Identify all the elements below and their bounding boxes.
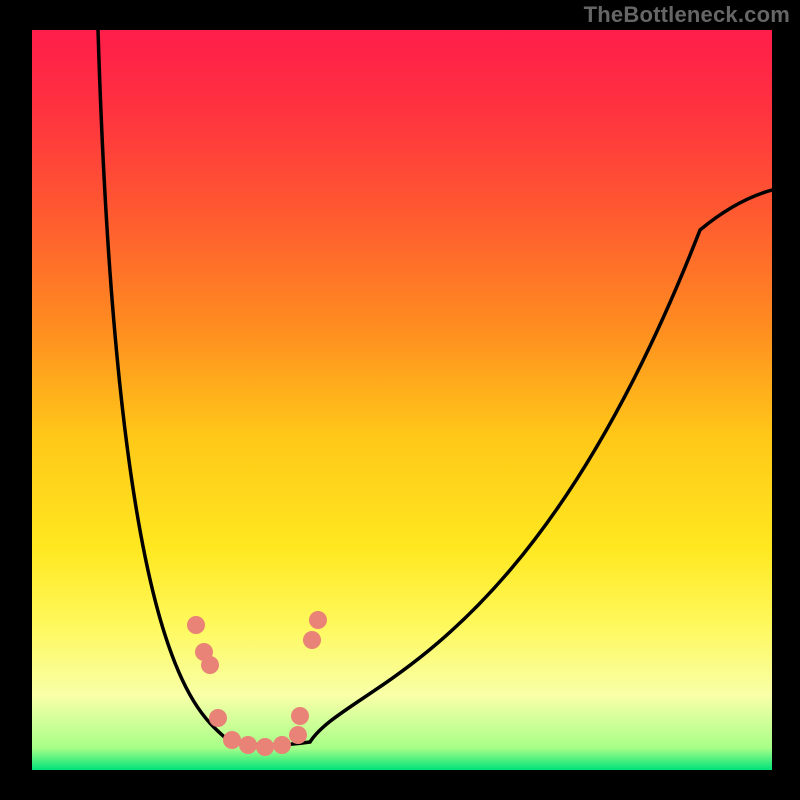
marker-point bbox=[303, 631, 321, 649]
marker-point bbox=[223, 731, 241, 749]
marker-point bbox=[239, 736, 257, 754]
chart-container: TheBottleneck.com bbox=[0, 0, 800, 800]
marker-point bbox=[273, 736, 291, 754]
marker-point bbox=[201, 656, 219, 674]
bottleneck-chart bbox=[0, 0, 800, 800]
marker-point bbox=[256, 738, 274, 756]
watermark: TheBottleneck.com bbox=[584, 2, 790, 28]
marker-point bbox=[187, 616, 205, 634]
marker-point bbox=[289, 726, 307, 744]
marker-point bbox=[291, 707, 309, 725]
gradient-panel bbox=[32, 30, 772, 770]
marker-point bbox=[309, 611, 327, 629]
marker-point bbox=[209, 709, 227, 727]
